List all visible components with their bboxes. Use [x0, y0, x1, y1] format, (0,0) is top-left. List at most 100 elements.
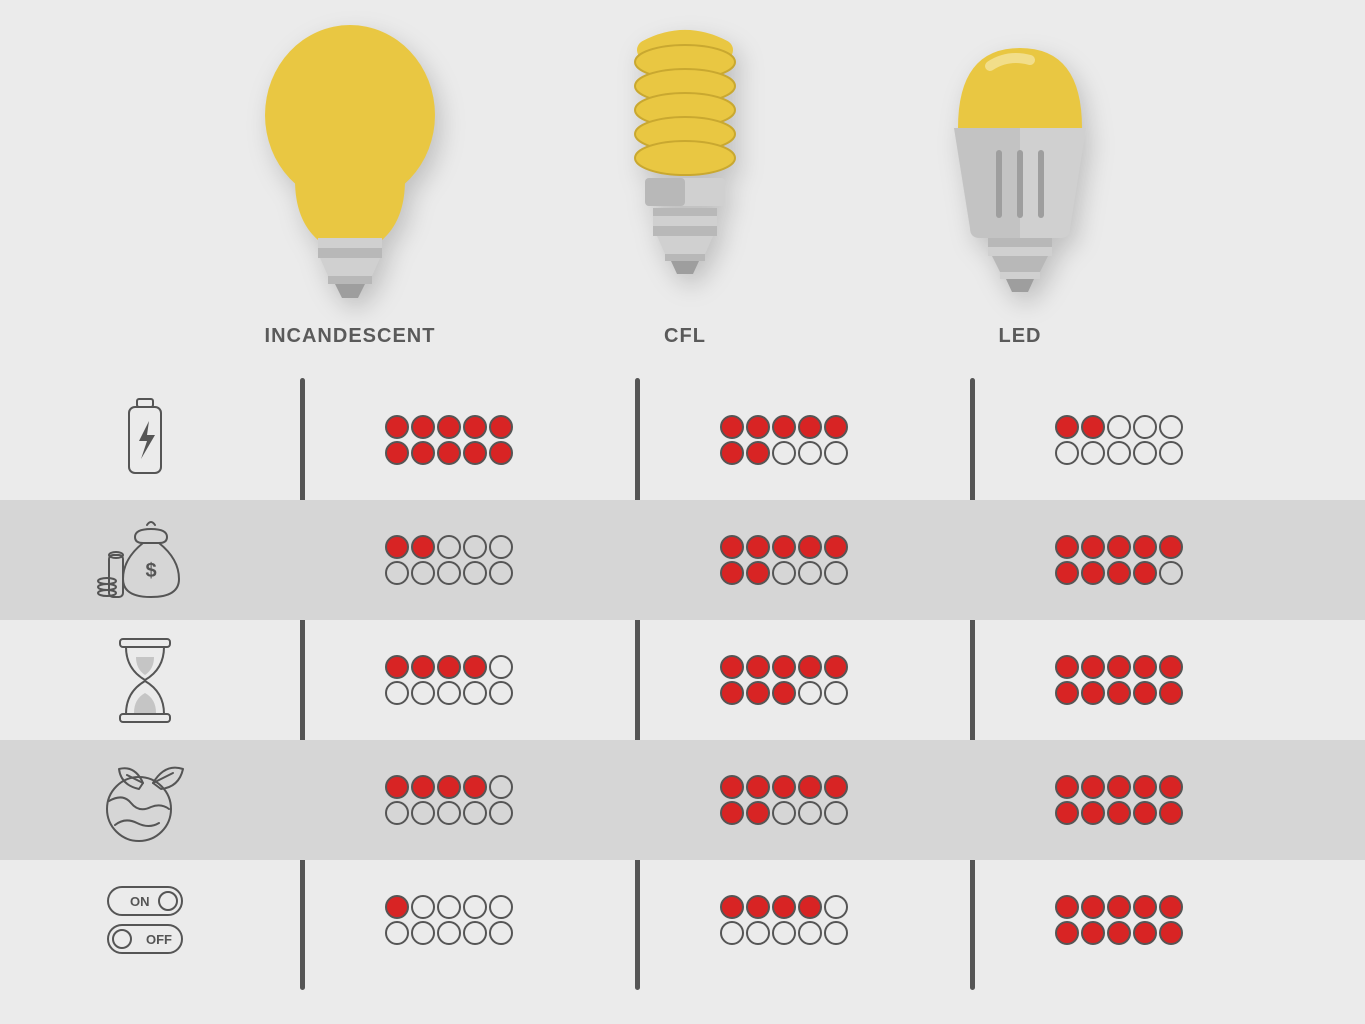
battery-icon — [115, 395, 175, 485]
rating-dot — [772, 895, 796, 919]
incandescent-bulb-icon — [240, 20, 460, 310]
rating-dot — [385, 655, 409, 679]
rating-dot — [437, 775, 461, 799]
hourglass-icon — [110, 633, 180, 728]
rating-dot — [489, 535, 513, 559]
rating-dot — [437, 441, 461, 465]
bulb-column-cfl: CFL — [545, 20, 825, 348]
rating-dots — [385, 535, 513, 585]
rating-dot — [746, 681, 770, 705]
rating-dot — [1055, 415, 1079, 439]
bulb-header: INCANDESCENT CFL LED — [0, 20, 1365, 380]
rating-dot — [746, 415, 770, 439]
rating-dot — [411, 535, 435, 559]
rating-dots — [385, 775, 513, 825]
bulb-column-incandescent: INCANDESCENT — [210, 20, 490, 348]
rating-dot — [824, 775, 848, 799]
rating-dot — [1055, 681, 1079, 705]
rating-dot — [385, 775, 409, 799]
rating-dot — [772, 775, 796, 799]
rating-dot — [1081, 655, 1105, 679]
rating-dot — [720, 441, 744, 465]
rating-dot — [463, 535, 487, 559]
rating-dot — [463, 415, 487, 439]
rating-dot — [1055, 655, 1079, 679]
rating-dot — [798, 921, 822, 945]
rating-dot — [1081, 801, 1105, 825]
rating-dot — [1055, 561, 1079, 585]
grid-row-switch: ON OFF — [0, 860, 1365, 980]
rating-dot — [411, 415, 435, 439]
rating-dot — [1159, 561, 1183, 585]
rating-dot — [489, 681, 513, 705]
rating-dot — [1133, 895, 1157, 919]
rating-dot — [463, 775, 487, 799]
rating-dot — [463, 441, 487, 465]
rating-dot — [798, 801, 822, 825]
rating-dot — [1055, 535, 1079, 559]
rating-dot — [1081, 895, 1105, 919]
svg-text:ON: ON — [130, 894, 150, 909]
rating-dots — [1055, 775, 1183, 825]
rating-dot — [1107, 441, 1131, 465]
rating-dot — [720, 415, 744, 439]
rating-dot — [1107, 535, 1131, 559]
rating-dot — [1133, 921, 1157, 945]
rating-dot — [720, 655, 744, 679]
bulb-column-led: LED — [880, 20, 1160, 348]
switch-icon: ON OFF — [90, 875, 200, 965]
rating-dot — [1055, 801, 1079, 825]
rating-dots — [385, 655, 513, 705]
rating-dot — [437, 681, 461, 705]
rating-dot — [463, 681, 487, 705]
rating-dot — [489, 415, 513, 439]
row-icon-cell — [0, 395, 290, 485]
rating-dot — [1107, 681, 1131, 705]
rating-dot — [437, 655, 461, 679]
rating-dot — [772, 655, 796, 679]
rating-dots — [1055, 535, 1183, 585]
rating-dot — [489, 441, 513, 465]
grid-row-battery — [0, 380, 1365, 500]
rating-dot — [411, 561, 435, 585]
rating-dot — [1081, 441, 1105, 465]
row-icon-cell — [0, 633, 290, 728]
rating-dot — [489, 895, 513, 919]
svg-text:OFF: OFF — [146, 932, 172, 947]
rating-dot — [720, 921, 744, 945]
rating-dot — [720, 561, 744, 585]
rating-dot — [385, 415, 409, 439]
rating-dot — [385, 441, 409, 465]
rating-dot — [489, 655, 513, 679]
rating-dot — [1107, 921, 1131, 945]
rating-dot — [1159, 801, 1183, 825]
rating-dot — [1159, 681, 1183, 705]
rating-dot — [1081, 561, 1105, 585]
rating-dot — [1133, 415, 1157, 439]
rating-dot — [824, 535, 848, 559]
rating-dot — [1107, 561, 1131, 585]
rating-dot — [1055, 441, 1079, 465]
rating-dot — [772, 535, 796, 559]
rating-dot — [463, 561, 487, 585]
rating-dots — [720, 655, 848, 705]
rating-dot — [489, 801, 513, 825]
rating-dot — [746, 655, 770, 679]
rating-dots — [720, 415, 848, 465]
rating-dots — [720, 535, 848, 585]
rating-dot — [411, 921, 435, 945]
rating-dot — [385, 561, 409, 585]
rating-dot — [1107, 655, 1131, 679]
rating-dot — [798, 895, 822, 919]
rating-dot — [1159, 655, 1183, 679]
rating-dot — [385, 921, 409, 945]
row-icon-cell — [0, 753, 290, 848]
rating-dot — [798, 775, 822, 799]
rating-dot — [463, 921, 487, 945]
rating-dot — [411, 655, 435, 679]
rating-dots — [1055, 415, 1183, 465]
rating-dot — [824, 921, 848, 945]
rating-dot — [1159, 775, 1183, 799]
rating-dot — [824, 655, 848, 679]
rating-dot — [772, 801, 796, 825]
